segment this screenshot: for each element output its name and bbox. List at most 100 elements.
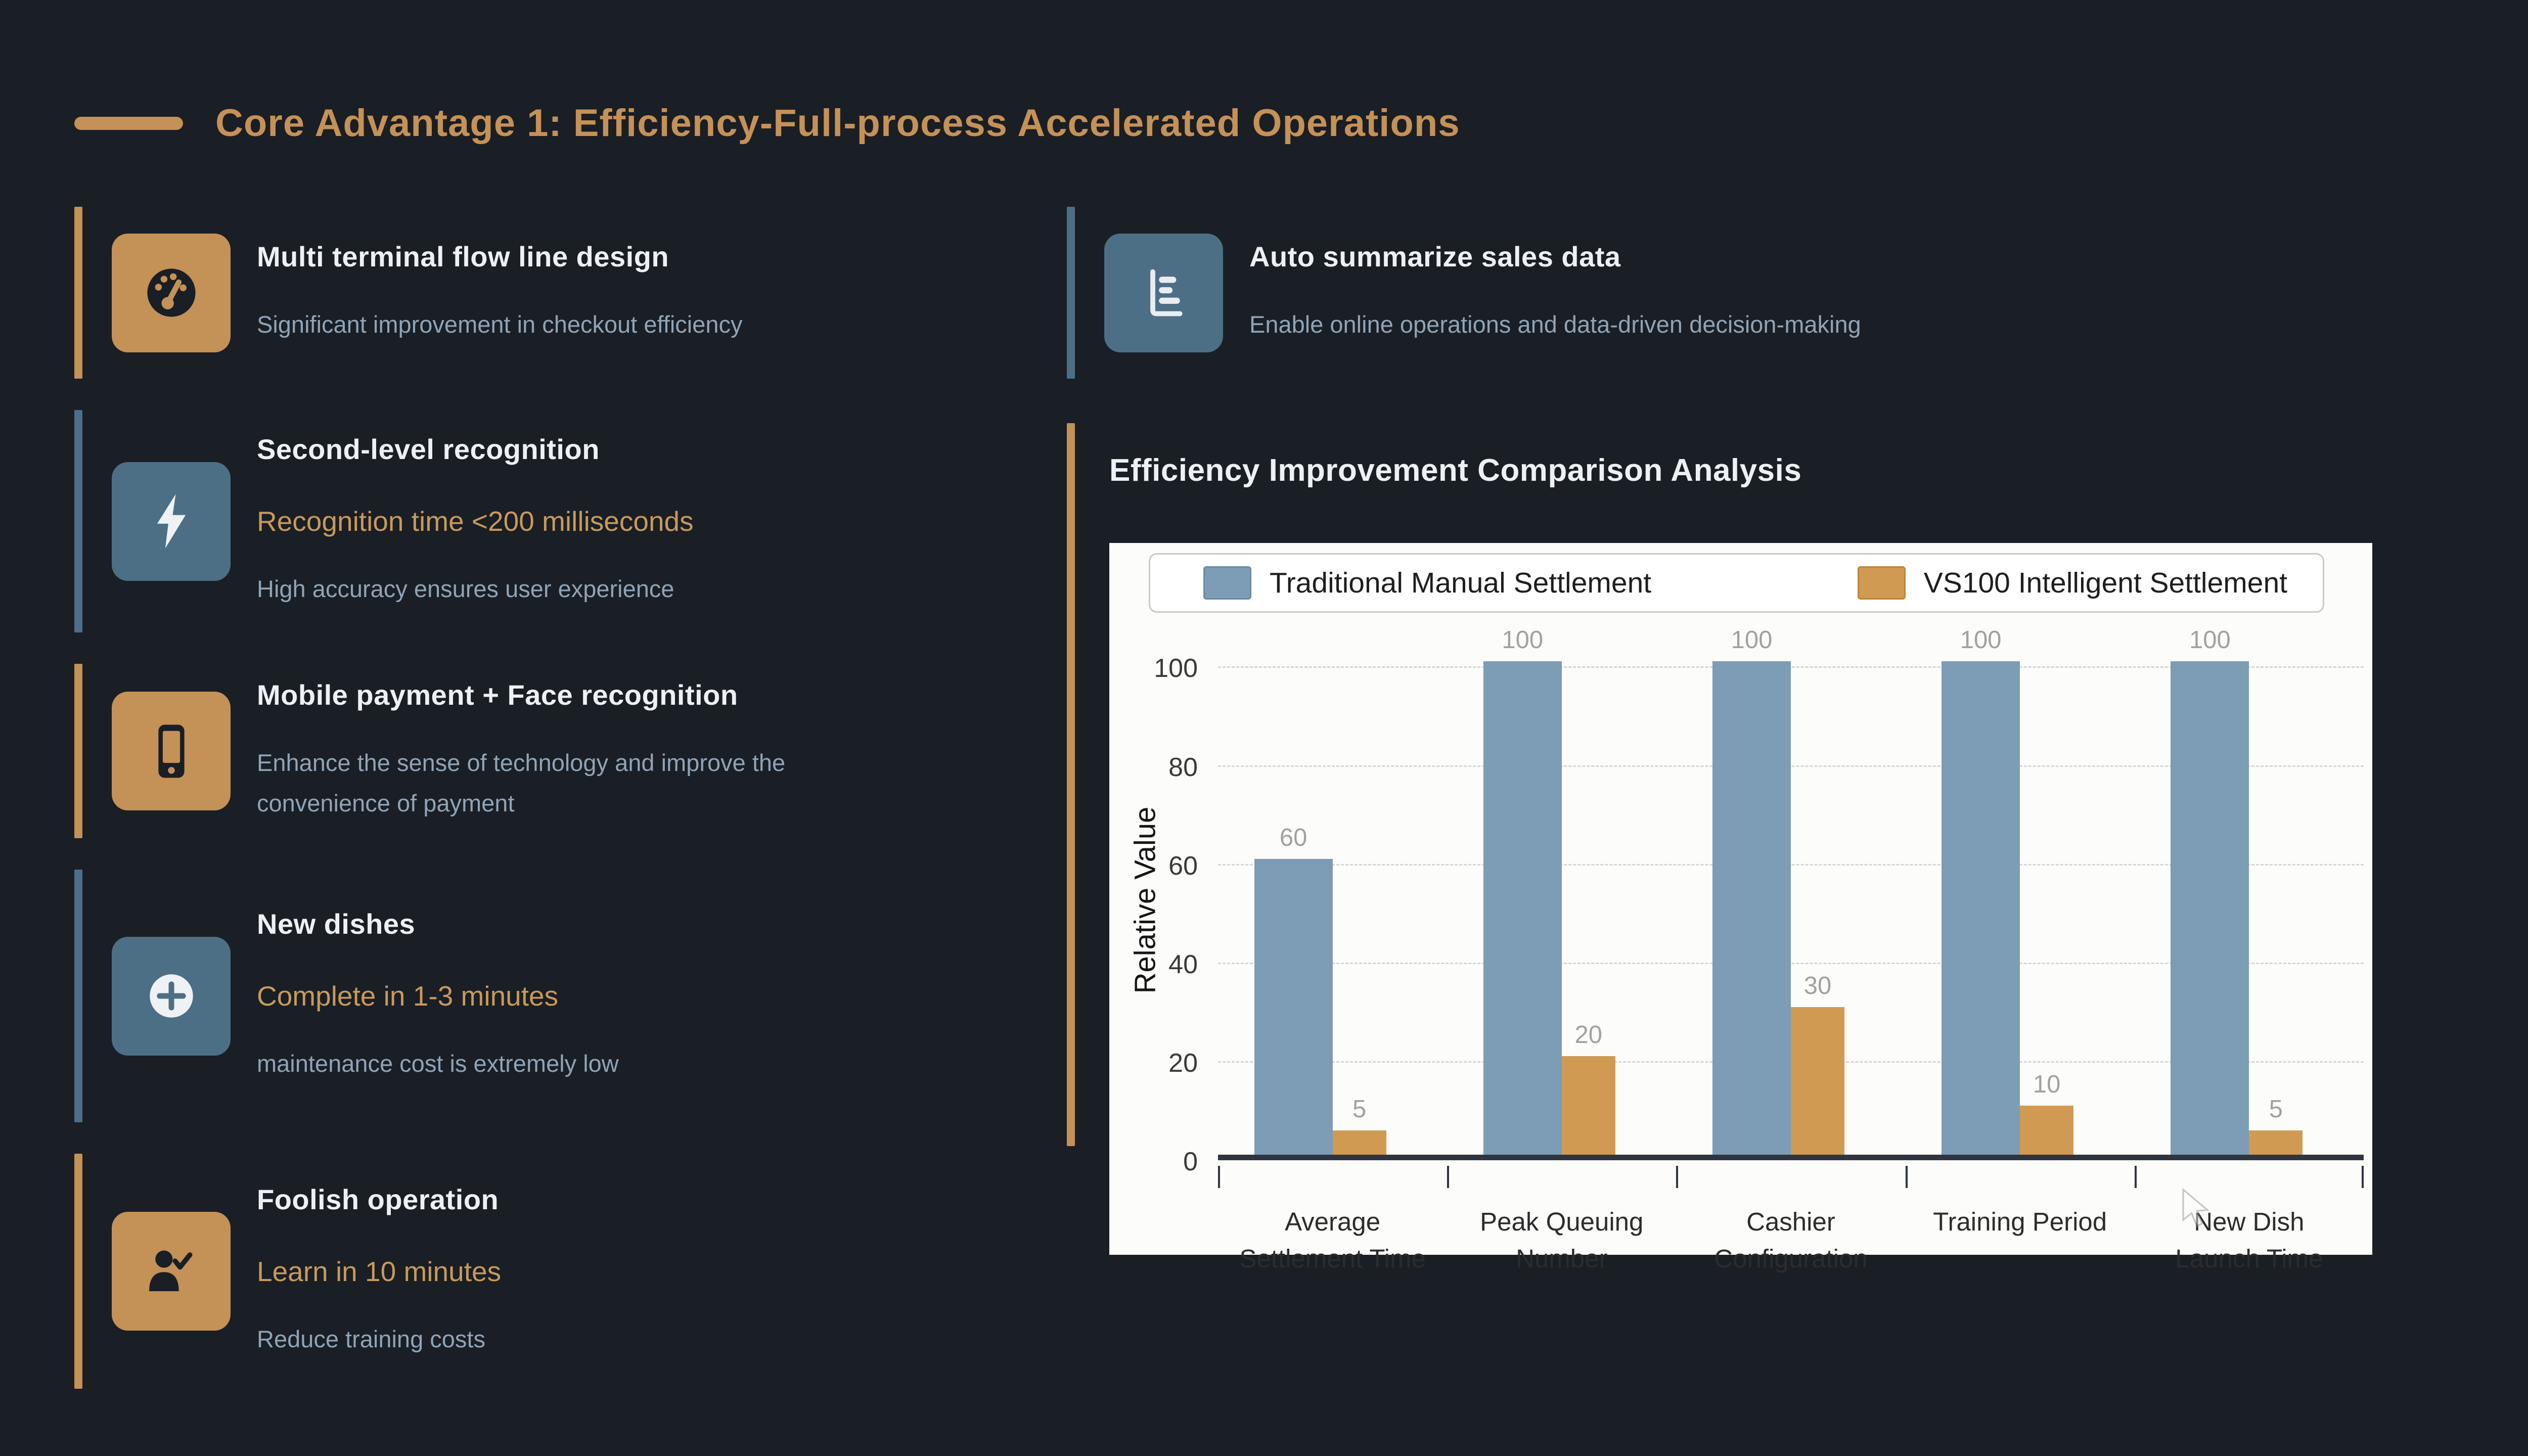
bar-traditional-manual-settlement <box>1254 858 1333 1155</box>
content-columns: Multi terminal flow line design Signific… <box>74 207 2514 1420</box>
feature-highlight: Recognition time <200 milliseconds <box>257 506 694 537</box>
x-axis-tick-mark <box>1447 1166 1450 1189</box>
bar-value-label: 20 <box>1574 1021 1603 1049</box>
user-check-icon <box>149 1250 192 1291</box>
bar-value-label: 5 <box>2269 1095 2283 1123</box>
x-axis-category-label: Cashier Configuration <box>1714 1207 1868 1273</box>
feature-new-dishes: New dishes Complete in 1-3 minutes maint… <box>74 870 1067 1123</box>
gridline <box>1218 962 2364 964</box>
bar-traditional-manual-settlement <box>1942 661 2020 1155</box>
feature-title: Multi terminal flow line design <box>257 241 669 273</box>
bar-vs100-intelligent-settlement <box>1332 1130 1386 1155</box>
x-axis-tick-mark <box>1218 1166 1220 1189</box>
feature-subtitle: Reduce training costs <box>257 1325 485 1352</box>
feature-text: Auto summarize sales data Enable online … <box>1249 240 1861 345</box>
legend-label: VS100 Intelligent Settlement <box>1923 567 2287 600</box>
horizontal-bar-chart-icon <box>1150 269 1183 316</box>
feature-auto-summarize: Auto summarize sales data Enable online … <box>1067 207 2514 379</box>
feature-second-level-recognition: Second-level recognition Recognition tim… <box>74 410 1067 633</box>
bar-value-label: 100 <box>1960 626 2002 654</box>
gridline <box>1218 666 2364 668</box>
legend-swatch <box>1857 566 1906 600</box>
mouse-cursor-icon <box>2182 1188 2210 1227</box>
bar-vs100-intelligent-settlement <box>2020 1105 2074 1155</box>
x-axis-tick-mark <box>1676 1166 1679 1189</box>
chart-legend: Traditional Manual Settlement VS100 Intel… <box>1149 553 2324 613</box>
bar-value-label: 5 <box>1352 1095 1367 1123</box>
accent-bar <box>1067 207 1075 379</box>
gridline <box>1218 863 2364 866</box>
chart-section-title: Efficiency Improvement Comparison Analys… <box>1109 453 1802 488</box>
bar-chart: Traditional Manual Settlement VS100 Intel… <box>1109 543 2372 1273</box>
feature-subtitle: Enhance the sense of technology and impr… <box>257 749 786 817</box>
feature-mobile-payment: Mobile payment + Face recognition Enhanc… <box>74 664 1067 839</box>
y-axis-tick: 40 <box>1168 949 1198 979</box>
bar-value-label: 100 <box>1502 626 1544 654</box>
y-axis-tick: 20 <box>1168 1049 1198 1078</box>
bolt-icon <box>157 494 186 549</box>
x-axis-category-label: Average Settlement Time <box>1239 1207 1426 1273</box>
feature-text: Second-level recognition Recognition tim… <box>257 433 694 610</box>
bar-vs100-intelligent-settlement <box>2249 1130 2303 1155</box>
legend-label: Traditional Manual Settlement <box>1270 567 1652 600</box>
feature-title: Foolish operation <box>257 1183 499 1215</box>
gridline <box>1218 765 2364 767</box>
bar-value-label: 100 <box>2189 626 2231 654</box>
icon-box <box>112 233 231 352</box>
accent-bar <box>74 410 82 633</box>
feature-subtitle: Enable online operations and data-driven… <box>1249 311 1861 338</box>
chart-section: Efficiency Improvement Comparison Analys… <box>1067 423 2514 1273</box>
accent-bar <box>1067 423 1075 1147</box>
bar-vs100-intelligent-settlement <box>1791 1007 1844 1155</box>
legend-entry: VS100 Intelligent Settlement <box>1857 566 2287 600</box>
features-column-left: Multi terminal flow line design Signific… <box>74 207 1067 1420</box>
icon-box <box>112 692 231 811</box>
feature-subtitle: maintenance cost is extremely low <box>257 1050 619 1077</box>
icon-box <box>112 462 231 581</box>
x-axis-tick-mark <box>2134 1166 2137 1189</box>
feature-title: Second-level recognition <box>257 433 600 466</box>
x-axis-tick-mark <box>2362 1166 2364 1189</box>
bar-value-label: 10 <box>2033 1070 2061 1098</box>
y-axis-tick: 60 <box>1168 851 1198 881</box>
x-axis-tick-mark <box>1905 1166 1908 1189</box>
bar-traditional-manual-settlement <box>1712 661 1791 1155</box>
bar-traditional-manual-settlement <box>2171 661 2249 1155</box>
accent-bar <box>74 1154 82 1389</box>
feature-subtitle: High accuracy ensures user experience <box>257 575 674 603</box>
feature-highlight: Learn in 10 minutes <box>257 1255 502 1287</box>
accent-bar <box>74 664 82 839</box>
right-column: Auto summarize sales data Enable online … <box>1067 207 2514 1420</box>
feature-subtitle: Significant improvement in checkout effi… <box>257 311 743 338</box>
gauge-icon <box>147 268 196 317</box>
mobile-icon <box>158 724 185 778</box>
bar-value-label: 60 <box>1279 824 1307 851</box>
legend-swatch <box>1203 566 1251 600</box>
x-axis-category-label: New Dish Launch Time <box>2175 1207 2323 1273</box>
feature-title: Auto summarize sales data <box>1249 241 1621 273</box>
x-axis-category-label: Peak Queuing Number <box>1480 1207 1644 1273</box>
bar-traditional-manual-settlement <box>1483 661 1562 1155</box>
chart-plot: Relative Value 0 20 40 60 80 100 60 100 100 100 10… <box>1129 626 2364 1273</box>
feature-text: Multi terminal flow line design Signific… <box>257 240 743 345</box>
icon-box <box>112 1212 231 1331</box>
bar-vs100-intelligent-settlement <box>1561 1056 1615 1155</box>
title-dash <box>74 116 183 130</box>
x-axis-category-label: Training Period <box>1933 1207 2107 1237</box>
bar-value-label: 30 <box>1803 972 1832 999</box>
feature-multi-terminal: Multi terminal flow line design Signific… <box>74 207 1067 379</box>
page-title: Core Advantage 1: Efficiency-Full-proces… <box>215 102 1460 145</box>
feature-title: Mobile payment + Face recognition <box>257 678 738 711</box>
accent-bar <box>74 870 82 1123</box>
feature-title: New dishes <box>257 908 416 940</box>
feature-text: Foolish operation Learn in 10 minutes Re… <box>257 1183 501 1360</box>
y-axis-tick: 80 <box>1168 752 1198 782</box>
legend-entry: Traditional Manual Settlement <box>1203 566 1651 600</box>
y-axis-tick: 100 <box>1154 654 1198 684</box>
feature-highlight: Complete in 1-3 minutes <box>257 980 559 1012</box>
header: Core Advantage 1: Efficiency-Full-proces… <box>74 101 2514 145</box>
feature-text: New dishes Complete in 1-3 minutes maint… <box>257 907 619 1084</box>
icon-box <box>112 936 231 1056</box>
icon-box <box>1104 233 1223 352</box>
